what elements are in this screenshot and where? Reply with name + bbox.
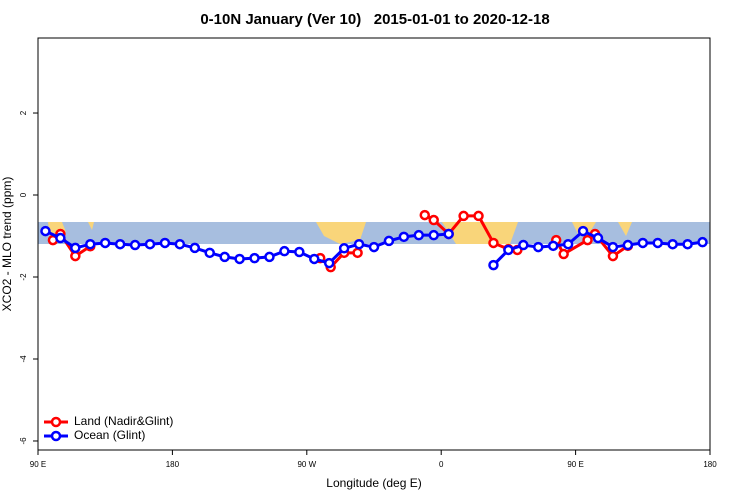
point: [697, 236, 708, 248]
point: [637, 237, 649, 249]
series-line: [51, 213, 629, 270]
point: [323, 257, 335, 269]
x-tick-label: 0: [439, 460, 444, 469]
point: [652, 237, 663, 249]
y-tick-label: 0: [19, 192, 28, 197]
point: [533, 241, 544, 253]
point: [503, 244, 514, 256]
point: [558, 248, 569, 260]
point: [85, 238, 96, 250]
point: [129, 239, 141, 251]
point: [577, 225, 589, 237]
point: [352, 247, 363, 259]
legend-label: Ocean (Glint): [74, 428, 145, 442]
point: [70, 250, 81, 262]
y-tick-label: -4: [19, 355, 28, 363]
point: [264, 251, 275, 263]
y-axis-label: XCO2 - MLO trend (ppm): [0, 177, 14, 312]
point: [398, 231, 410, 243]
land-shape: [618, 222, 632, 236]
point: [249, 252, 260, 264]
point: [99, 237, 111, 249]
point: [368, 241, 380, 253]
x-tick-label: 90 E: [567, 460, 583, 469]
point: [70, 242, 81, 254]
point: [383, 235, 395, 247]
point: [428, 229, 439, 241]
land-shape: [88, 222, 94, 230]
point: [279, 245, 290, 257]
land-shape: [442, 222, 518, 244]
point: [488, 259, 499, 271]
point: [294, 246, 305, 258]
point: [582, 234, 593, 246]
point: [667, 238, 678, 250]
point: [419, 209, 431, 221]
x-tick-label: 90 W: [297, 460, 316, 469]
land-shape: [316, 222, 366, 244]
point: [622, 239, 634, 251]
y-tick-label: -2: [19, 273, 28, 281]
point: [114, 238, 126, 250]
point: [219, 251, 230, 263]
point: [204, 247, 215, 259]
legend-marker: [50, 430, 62, 442]
legend-marker: [50, 416, 62, 428]
x-tick-label: 180: [703, 460, 717, 469]
plot-frame: [37, 37, 711, 451]
point: [234, 253, 245, 265]
point: [353, 238, 365, 250]
point: [473, 210, 484, 222]
point: [144, 238, 156, 250]
point: [547, 240, 559, 252]
x-tick-label: 180: [166, 460, 180, 469]
point: [40, 225, 51, 237]
map-strip: [38, 222, 710, 244]
point: [458, 210, 469, 222]
point: [428, 214, 439, 226]
point: [159, 237, 171, 249]
point: [682, 238, 693, 250]
point: [413, 229, 425, 241]
point: [189, 242, 201, 254]
point: [518, 239, 529, 251]
y-tick-label: 2: [19, 110, 28, 115]
point: [174, 238, 186, 250]
ocean-strip: [38, 222, 710, 244]
point: [488, 237, 499, 249]
point: [562, 238, 574, 250]
point: [338, 243, 350, 254]
legend-label: Land (Nadir&Glint): [74, 414, 173, 428]
point: [607, 241, 619, 253]
point: [443, 228, 454, 240]
x-axis-label: Longitude (deg E): [326, 476, 421, 490]
point: [55, 232, 66, 244]
point: [592, 232, 604, 244]
point: [607, 250, 619, 262]
point: [309, 253, 320, 265]
y-tick-label: -6: [19, 437, 28, 445]
x-tick-label: 90 E: [30, 460, 46, 469]
chart-title: 0-10N January (Ver 10) 2015-01-01 to 202…: [200, 11, 549, 28]
